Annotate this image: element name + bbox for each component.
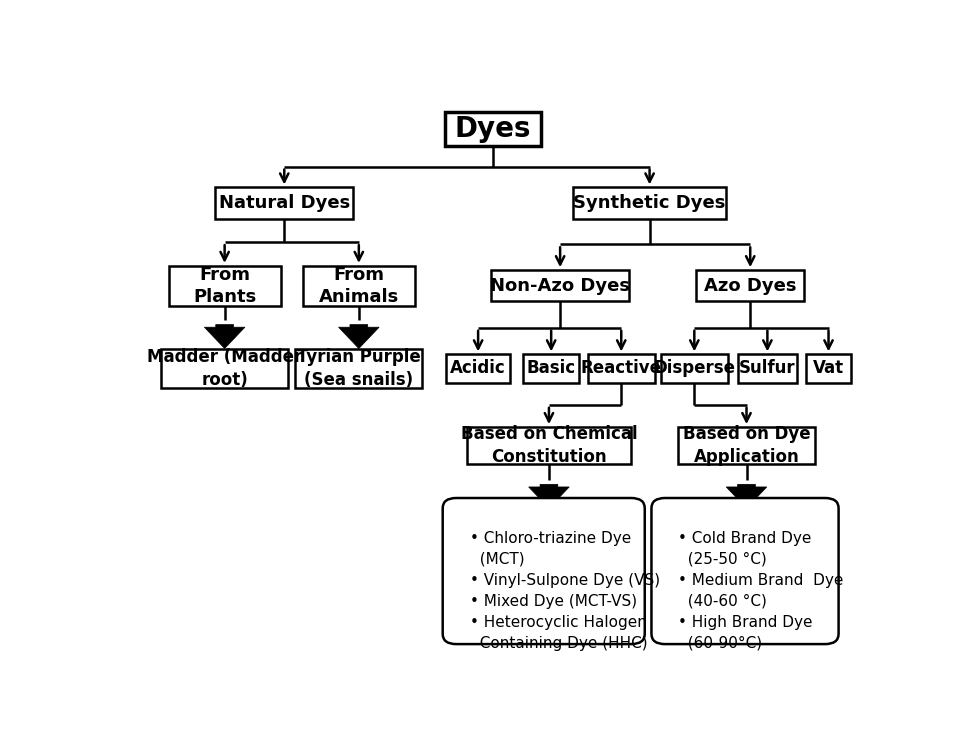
Text: Acidic: Acidic (450, 359, 505, 377)
Polygon shape (529, 485, 569, 508)
FancyBboxPatch shape (215, 187, 353, 219)
FancyBboxPatch shape (651, 498, 838, 644)
Text: Non-Azo Dyes: Non-Azo Dyes (489, 277, 629, 295)
FancyBboxPatch shape (442, 498, 644, 644)
Polygon shape (338, 325, 379, 348)
Text: Madder (Madder
root): Madder (Madder root) (147, 348, 302, 388)
FancyBboxPatch shape (573, 187, 726, 219)
FancyBboxPatch shape (446, 354, 509, 383)
FancyBboxPatch shape (295, 348, 422, 388)
Polygon shape (726, 485, 766, 508)
Text: Reactive: Reactive (580, 359, 661, 377)
Text: Dyes: Dyes (455, 115, 530, 143)
FancyBboxPatch shape (444, 112, 541, 146)
Text: Natural Dyes: Natural Dyes (218, 194, 350, 212)
FancyBboxPatch shape (491, 270, 628, 302)
Text: • Chloro-triazine Dye
  (MCT)
• Vinyl-Sulpone Dye (VS)
• Mixed Dye (MCT-VS)
• He: • Chloro-triazine Dye (MCT) • Vinyl-Sulp… (469, 531, 659, 651)
Text: Basic: Basic (526, 359, 575, 377)
FancyBboxPatch shape (737, 354, 797, 383)
FancyBboxPatch shape (466, 427, 630, 464)
Text: Based on Dye
Application: Based on Dye Application (682, 425, 809, 465)
Polygon shape (204, 325, 245, 348)
Text: Tyrian Purple
(Sea snails): Tyrian Purple (Sea snails) (297, 348, 420, 388)
FancyBboxPatch shape (805, 354, 850, 383)
FancyBboxPatch shape (677, 427, 815, 464)
Text: Sulfur: Sulfur (738, 359, 795, 377)
FancyBboxPatch shape (696, 270, 803, 302)
FancyBboxPatch shape (523, 354, 579, 383)
Text: • Cold Brand Dye
  (25-50 °C)
• Medium Brand  Dye
  (40-60 °C)
• High Brand Dye
: • Cold Brand Dye (25-50 °C) • Medium Bra… (678, 531, 843, 651)
FancyBboxPatch shape (660, 354, 727, 383)
Text: Vat: Vat (812, 359, 843, 377)
FancyBboxPatch shape (303, 266, 414, 306)
Text: Based on Chemical
Constitution: Based on Chemical Constitution (460, 425, 636, 465)
Text: From
Plants: From Plants (193, 266, 256, 306)
Text: Synthetic Dyes: Synthetic Dyes (573, 194, 725, 212)
FancyBboxPatch shape (168, 266, 281, 306)
Text: Disperse: Disperse (653, 359, 734, 377)
Text: From
Animals: From Animals (318, 266, 399, 306)
FancyBboxPatch shape (161, 348, 287, 388)
FancyBboxPatch shape (587, 354, 654, 383)
Text: Azo Dyes: Azo Dyes (703, 277, 796, 295)
